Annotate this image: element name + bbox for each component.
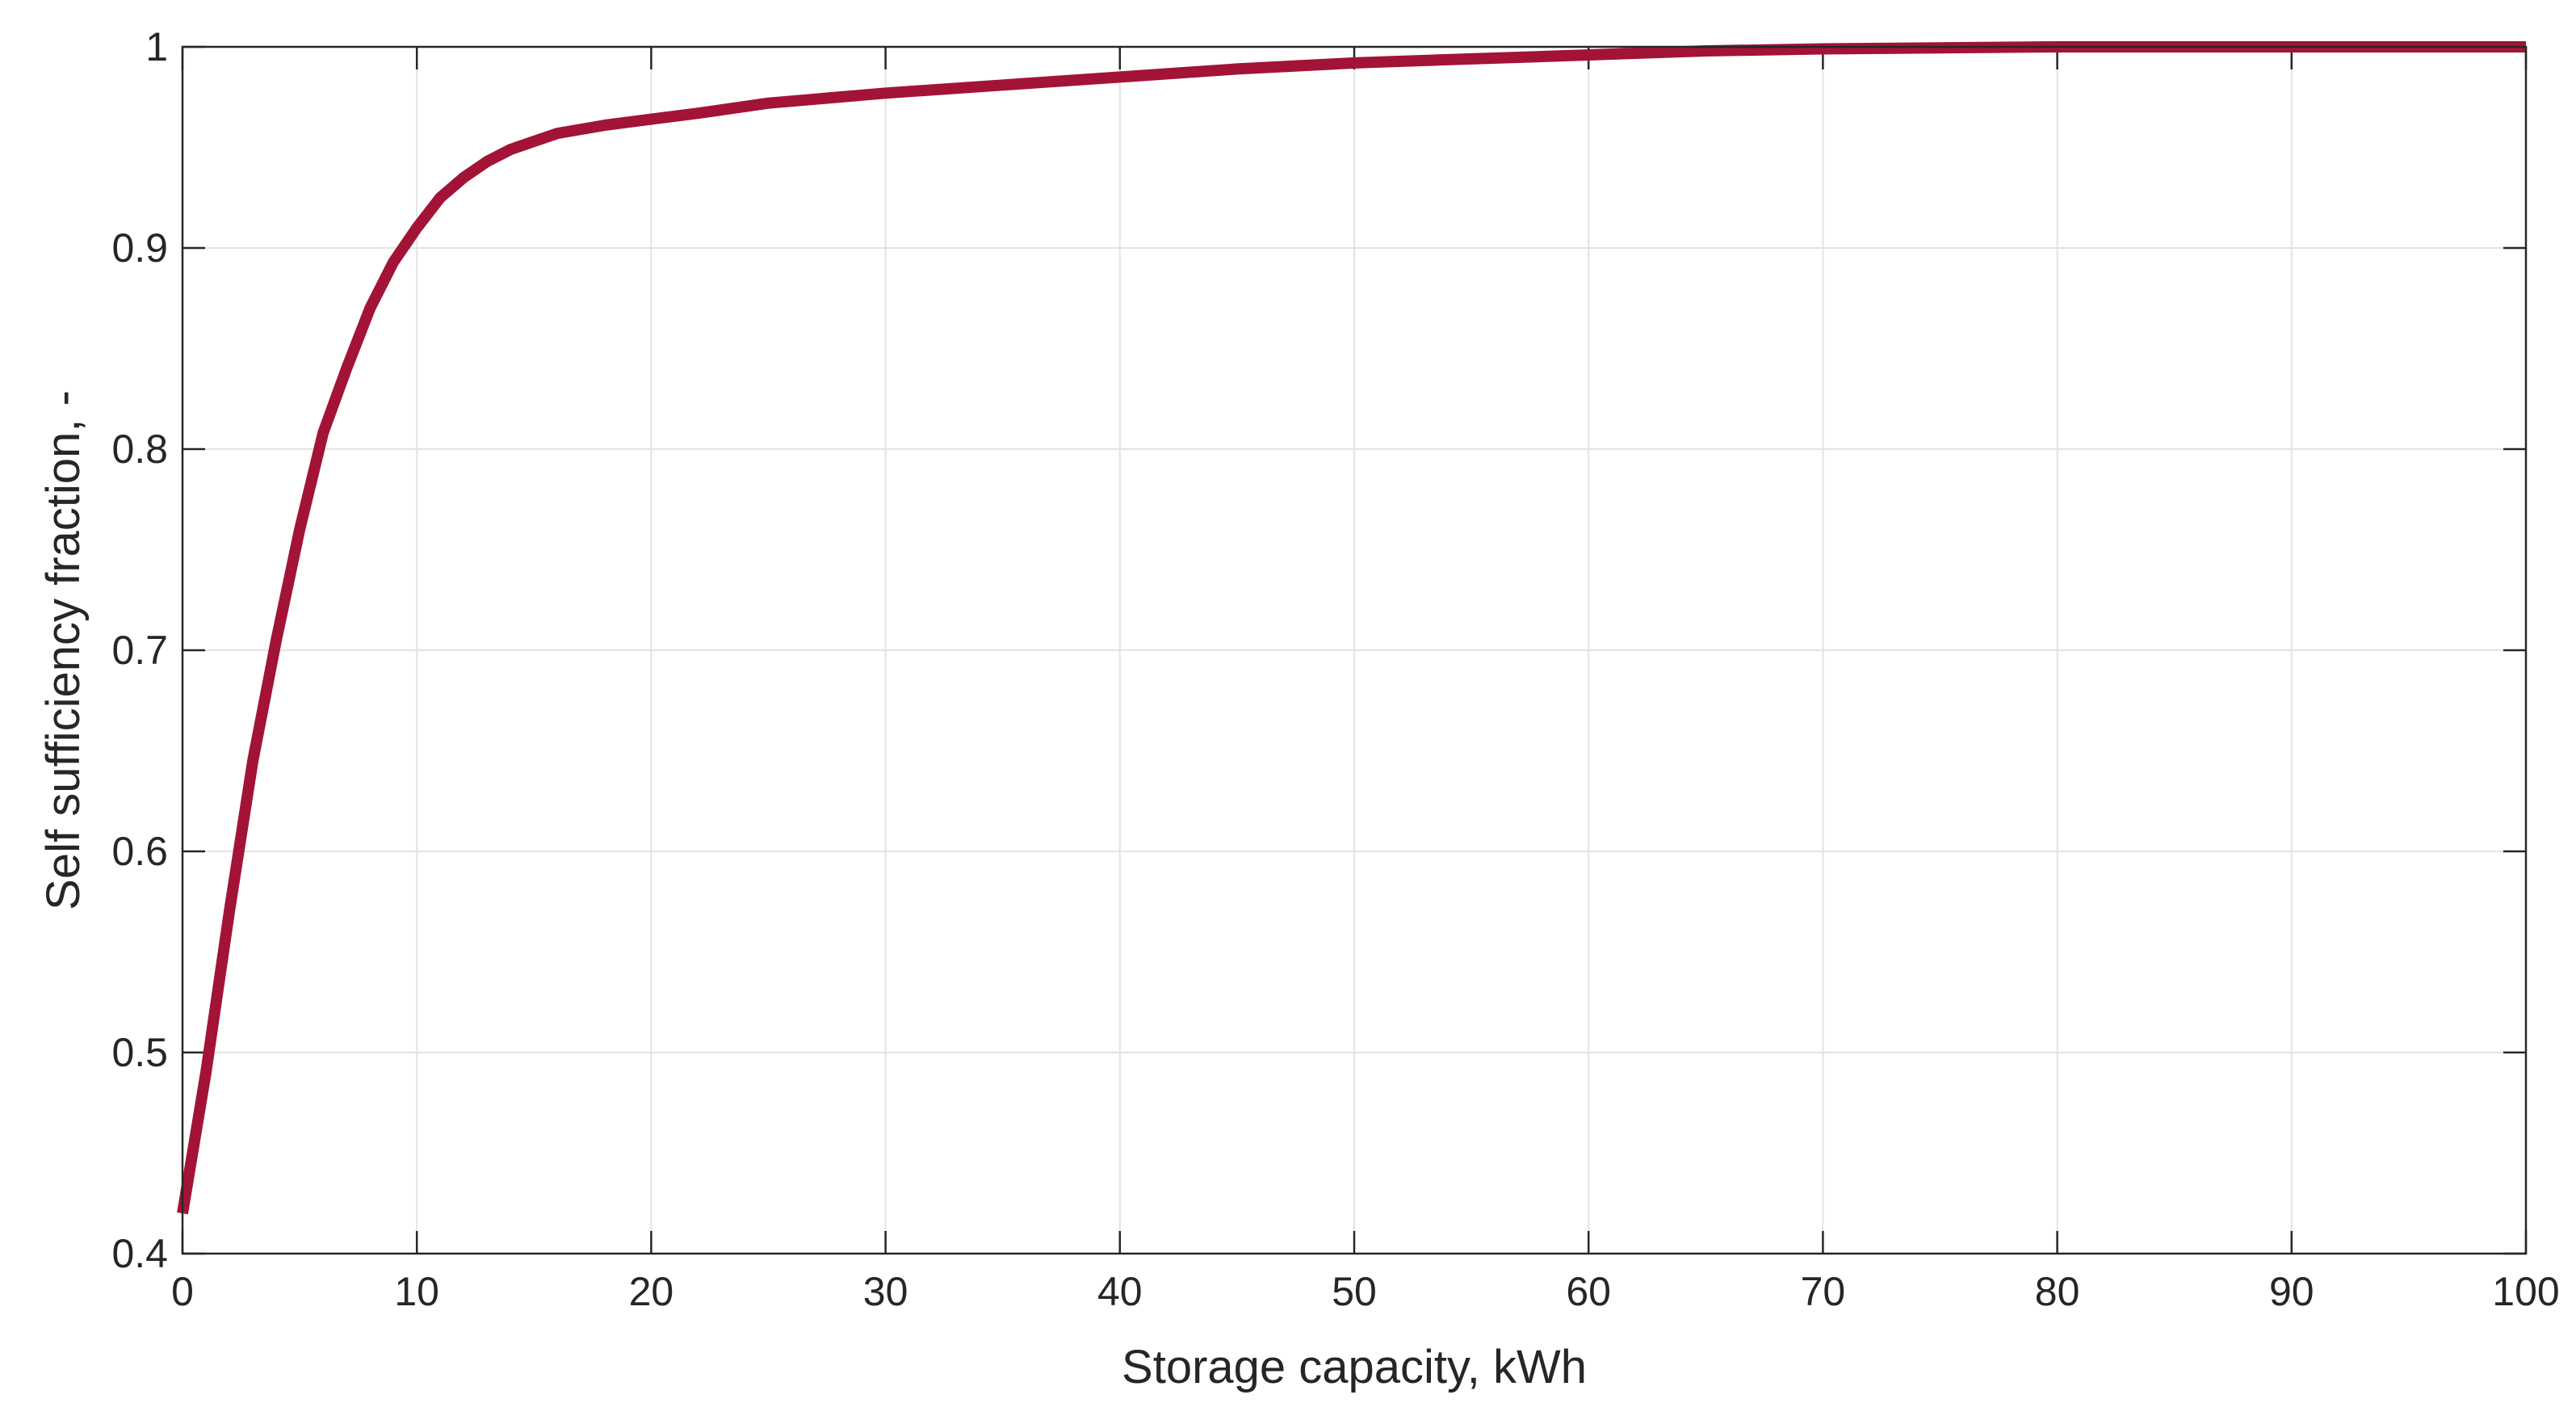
x-axis-label: Storage capacity, kWh — [1122, 1341, 1587, 1393]
x-tick-label: 100 — [2492, 1269, 2559, 1314]
x-tick-label: 80 — [2035, 1269, 2080, 1314]
grid — [183, 47, 2526, 1254]
x-tick-label: 90 — [2269, 1269, 2314, 1314]
y-axis-label: Self sufficiency fraction, - — [37, 390, 90, 910]
x-tick-label: 0 — [171, 1269, 194, 1314]
x-tick-label: 30 — [863, 1269, 908, 1314]
y-tick-label: 0.7 — [111, 628, 168, 673]
x-tick-label: 40 — [1097, 1269, 1143, 1314]
y-tick-label: 0.4 — [111, 1231, 168, 1276]
x-tick-label: 60 — [1566, 1269, 1611, 1314]
y-tick-labels: 0.4 0.5 0.6 0.7 0.8 0.9 1 — [111, 24, 168, 1276]
x-tick-label: 20 — [629, 1269, 674, 1314]
x-tick-label: 50 — [1332, 1269, 1377, 1314]
y-tick-label: 0.5 — [111, 1030, 168, 1075]
y-tick-label: 0.9 — [111, 225, 168, 271]
x-tick-labels: 0 10 20 30 40 50 60 70 80 90 100 — [171, 1269, 2560, 1314]
y-tick-label: 1 — [145, 24, 168, 69]
series-line-group — [177, 41, 2526, 1215]
axes-box — [181, 45, 2528, 1255]
axis-ticks — [181, 45, 2528, 1255]
series-line — [177, 41, 2526, 1215]
x-tick-label: 10 — [394, 1269, 439, 1314]
x-tick-label: 70 — [1801, 1269, 1846, 1314]
y-tick-label: 0.8 — [111, 426, 168, 472]
y-tick-label: 0.6 — [111, 829, 168, 874]
